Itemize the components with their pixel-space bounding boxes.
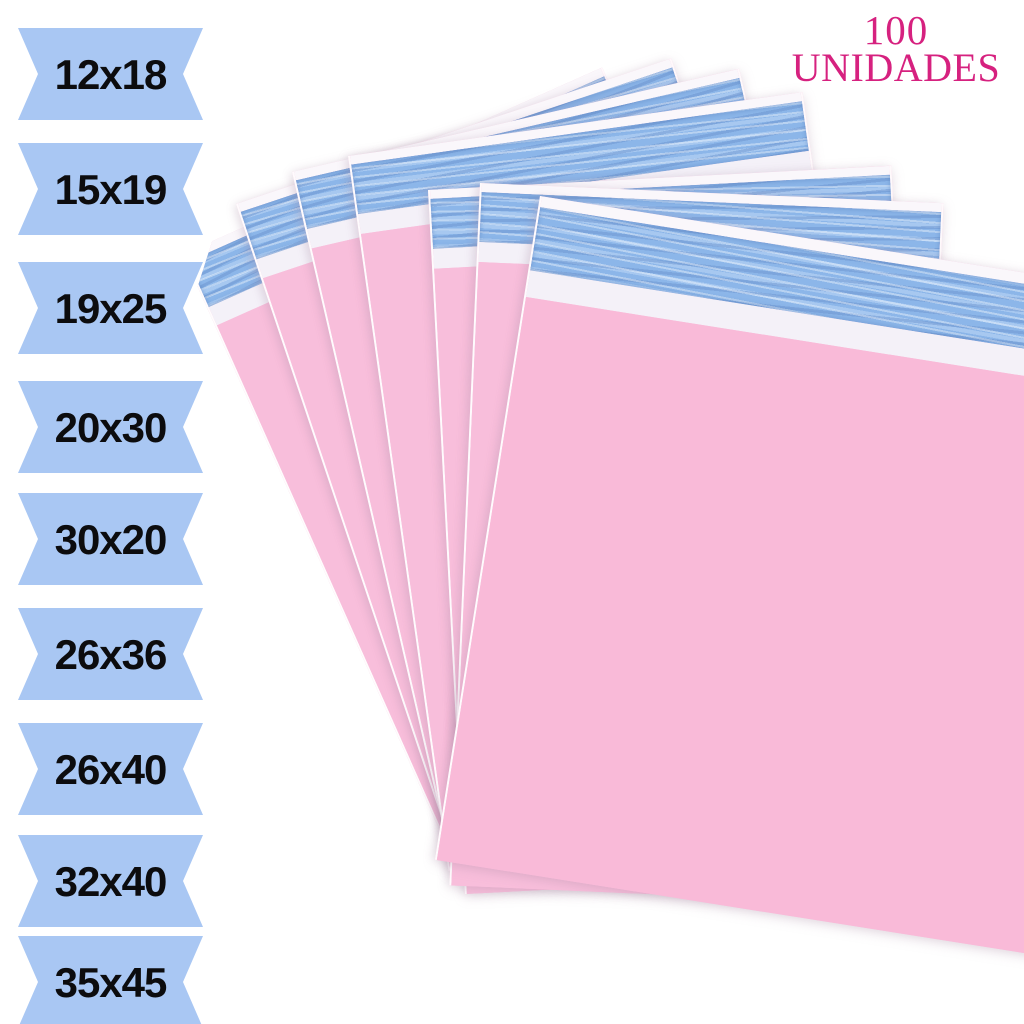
size-ribbon: 19x25: [18, 262, 203, 354]
size-ribbon-label: 26x36: [54, 631, 167, 678]
size-ribbon-label: 26x40: [54, 746, 167, 793]
size-ribbon: 15x19: [18, 143, 203, 235]
size-ribbon-label: 32x40: [54, 858, 167, 905]
size-ribbon-label: 15x19: [54, 166, 167, 213]
size-ribbon: 20x30: [18, 381, 203, 473]
size-ribbon-label: 30x20: [54, 516, 167, 563]
size-ribbon: 12x18: [18, 28, 203, 120]
size-ribbon-label: 35x45: [54, 959, 167, 1006]
size-ribbon: 26x40: [18, 723, 203, 815]
size-ribbon: 32x40: [18, 835, 203, 927]
quantity-badge: 100 UNIDADES: [778, 7, 1014, 90]
size-ribbon: 26x36: [18, 608, 203, 700]
quantity-number: 100: [863, 7, 929, 53]
size-ribbon-label: 20x30: [54, 404, 167, 451]
size-ribbon-label: 19x25: [54, 285, 167, 332]
size-ribbon: 30x20: [18, 493, 203, 585]
quantity-unit-label: UNIDADES: [791, 44, 1001, 90]
size-ribbon: 35x45: [18, 936, 203, 1024]
size-ribbon-label: 12x18: [54, 51, 167, 98]
